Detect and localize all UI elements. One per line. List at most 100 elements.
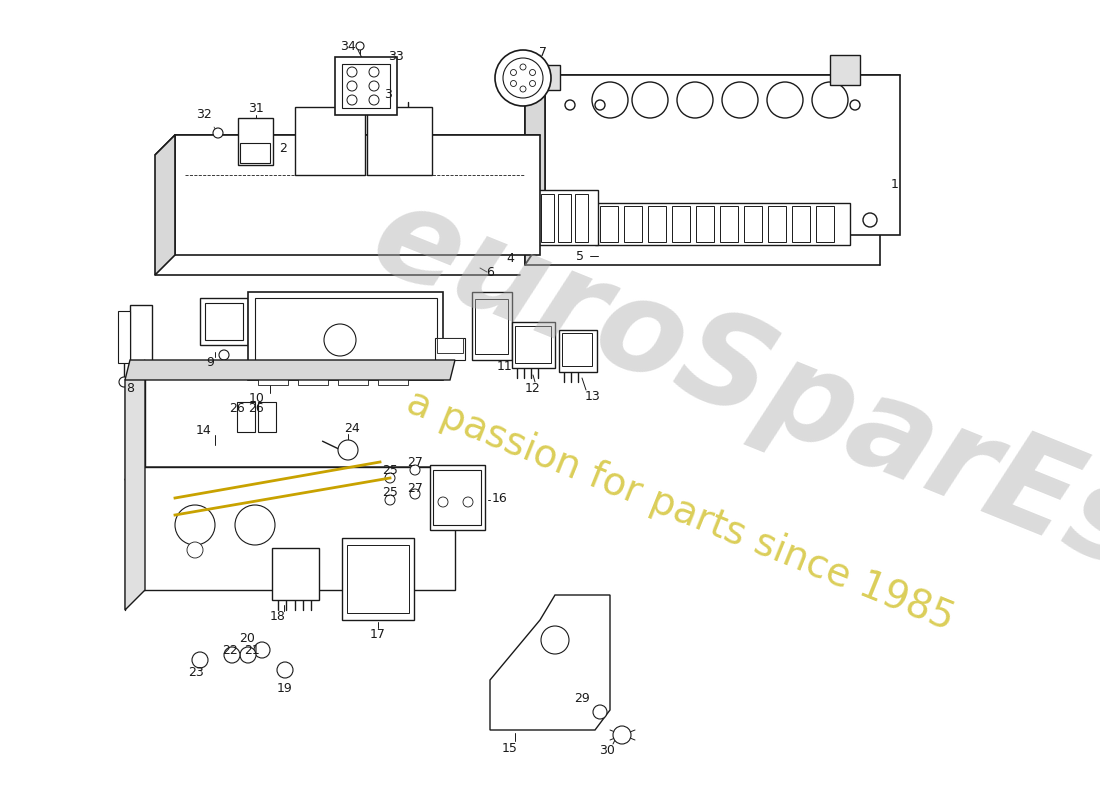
Circle shape — [235, 505, 275, 545]
Text: 2: 2 — [279, 142, 287, 154]
Polygon shape — [130, 467, 455, 590]
Polygon shape — [525, 75, 900, 105]
Circle shape — [346, 81, 358, 91]
Polygon shape — [125, 360, 145, 610]
Text: 5: 5 — [576, 250, 584, 262]
Circle shape — [224, 647, 240, 663]
Bar — [342, 64, 390, 108]
Text: 22: 22 — [222, 643, 238, 657]
Text: 33: 33 — [388, 50, 404, 63]
Circle shape — [385, 495, 395, 505]
Text: 34: 34 — [340, 39, 356, 53]
Circle shape — [529, 213, 543, 227]
Bar — [515, 326, 551, 363]
Bar — [200, 298, 248, 345]
Circle shape — [632, 82, 668, 118]
Polygon shape — [525, 75, 544, 265]
Circle shape — [385, 473, 395, 483]
Text: 26: 26 — [229, 402, 245, 414]
Bar — [473, 194, 486, 242]
Circle shape — [410, 489, 420, 499]
Circle shape — [346, 67, 358, 77]
Bar — [558, 194, 571, 242]
Circle shape — [495, 50, 551, 106]
Circle shape — [368, 81, 379, 91]
Circle shape — [254, 642, 270, 658]
Bar — [472, 292, 512, 360]
Text: 18: 18 — [271, 610, 286, 623]
Circle shape — [510, 70, 517, 75]
Bar — [437, 338, 463, 353]
Circle shape — [175, 505, 214, 545]
Circle shape — [565, 100, 575, 110]
Bar — [258, 402, 276, 432]
Text: 32: 32 — [196, 109, 212, 122]
Text: 20: 20 — [239, 631, 255, 645]
Circle shape — [595, 100, 605, 110]
Text: 9: 9 — [206, 357, 213, 370]
Circle shape — [187, 542, 204, 558]
Polygon shape — [125, 360, 455, 380]
Bar — [720, 206, 738, 242]
Bar — [298, 377, 328, 385]
Text: 4: 4 — [506, 251, 514, 265]
Circle shape — [410, 465, 420, 475]
Circle shape — [368, 95, 379, 105]
Polygon shape — [544, 75, 900, 235]
Polygon shape — [125, 467, 455, 480]
Bar — [768, 206, 786, 242]
Bar — [240, 143, 270, 163]
Bar — [816, 206, 834, 242]
Text: 14: 14 — [196, 423, 212, 437]
Polygon shape — [490, 595, 610, 730]
Bar — [600, 206, 618, 242]
Polygon shape — [155, 135, 175, 275]
Bar — [238, 118, 273, 165]
Text: 21: 21 — [244, 643, 260, 657]
Bar — [338, 377, 368, 385]
Bar — [258, 377, 288, 385]
Bar — [236, 402, 255, 432]
Circle shape — [324, 324, 356, 356]
Bar — [512, 322, 556, 368]
Text: 17: 17 — [370, 627, 386, 641]
Text: 31: 31 — [249, 102, 264, 114]
Bar — [595, 203, 850, 245]
Circle shape — [676, 82, 713, 118]
Bar — [559, 330, 597, 372]
Bar — [696, 206, 714, 242]
Bar — [541, 194, 554, 242]
Text: 3: 3 — [384, 87, 392, 101]
Text: 7: 7 — [539, 46, 547, 58]
Text: a passion for parts since 1985: a passion for parts since 1985 — [400, 382, 959, 638]
Circle shape — [219, 350, 229, 360]
Text: 26: 26 — [249, 402, 264, 414]
Circle shape — [812, 82, 848, 118]
Text: 27: 27 — [407, 455, 422, 469]
Polygon shape — [175, 135, 540, 255]
Polygon shape — [155, 135, 540, 155]
Text: 13: 13 — [585, 390, 601, 402]
Bar — [830, 55, 860, 85]
Bar — [118, 311, 130, 363]
Bar — [744, 206, 762, 242]
Text: 16: 16 — [492, 491, 508, 505]
Circle shape — [463, 497, 473, 507]
Bar — [205, 303, 243, 340]
Bar — [468, 190, 598, 245]
Bar — [524, 194, 537, 242]
Circle shape — [529, 70, 536, 75]
Circle shape — [338, 440, 358, 460]
Circle shape — [438, 497, 448, 507]
Text: 6: 6 — [486, 266, 494, 278]
Bar — [336, 57, 397, 115]
Circle shape — [520, 64, 526, 70]
Bar — [430, 465, 485, 530]
Bar — [433, 470, 481, 525]
Circle shape — [592, 82, 628, 118]
Circle shape — [277, 662, 293, 678]
Text: 12: 12 — [525, 382, 541, 394]
Circle shape — [529, 81, 536, 86]
Circle shape — [192, 652, 208, 668]
Circle shape — [356, 42, 364, 50]
